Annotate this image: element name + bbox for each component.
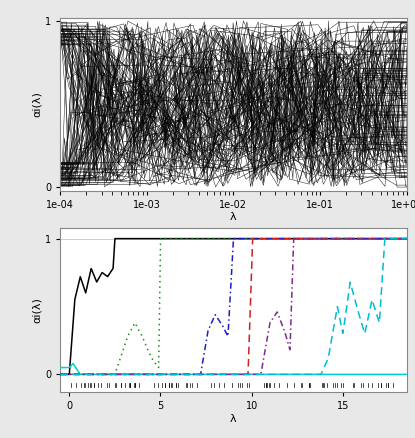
Y-axis label: αi(λ): αi(λ) bbox=[32, 297, 42, 323]
X-axis label: λ: λ bbox=[230, 414, 237, 424]
Y-axis label: αi(λ): αi(λ) bbox=[32, 91, 42, 117]
X-axis label: λ: λ bbox=[230, 212, 237, 223]
